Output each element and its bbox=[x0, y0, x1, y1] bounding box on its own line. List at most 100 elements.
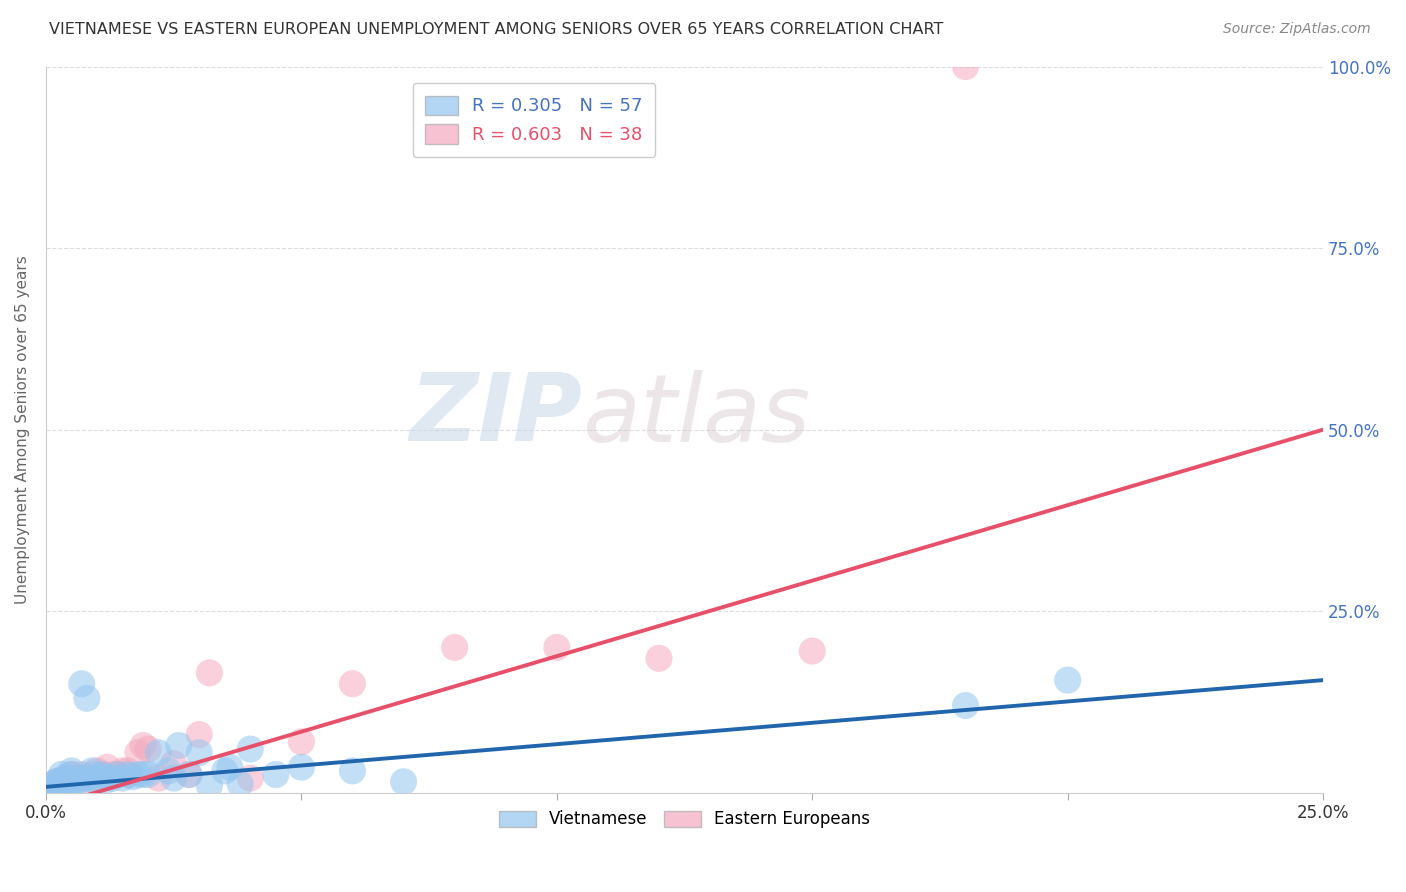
Point bbox=[55, 774, 77, 789]
Point bbox=[60, 767, 83, 781]
Point bbox=[546, 640, 568, 655]
Point bbox=[342, 764, 364, 778]
Point bbox=[39, 782, 62, 797]
Point bbox=[96, 770, 118, 784]
Point bbox=[45, 777, 67, 791]
Point bbox=[51, 780, 73, 794]
Point bbox=[45, 781, 67, 796]
Point bbox=[111, 771, 134, 785]
Point bbox=[55, 771, 77, 785]
Point bbox=[76, 691, 98, 706]
Point bbox=[55, 771, 77, 785]
Point bbox=[136, 742, 159, 756]
Point bbox=[86, 764, 108, 778]
Point bbox=[198, 778, 221, 792]
Text: ZIP: ZIP bbox=[409, 369, 582, 461]
Point bbox=[127, 746, 149, 760]
Point bbox=[45, 774, 67, 789]
Point bbox=[163, 756, 186, 771]
Point bbox=[55, 778, 77, 792]
Point bbox=[80, 764, 103, 778]
Point bbox=[117, 764, 139, 778]
Point bbox=[55, 777, 77, 791]
Point bbox=[39, 782, 62, 797]
Point bbox=[229, 777, 252, 791]
Point bbox=[955, 698, 977, 713]
Point bbox=[148, 746, 170, 760]
Point bbox=[91, 767, 114, 781]
Point bbox=[177, 767, 200, 781]
Point bbox=[157, 764, 180, 778]
Point bbox=[188, 728, 211, 742]
Point bbox=[801, 644, 824, 658]
Point bbox=[107, 767, 129, 781]
Point bbox=[45, 778, 67, 792]
Point bbox=[111, 764, 134, 778]
Point bbox=[80, 774, 103, 789]
Point bbox=[65, 774, 87, 789]
Point bbox=[167, 739, 190, 753]
Point bbox=[214, 764, 236, 778]
Point bbox=[1056, 673, 1078, 687]
Point bbox=[86, 771, 108, 785]
Point bbox=[101, 767, 124, 781]
Point bbox=[86, 774, 108, 789]
Point bbox=[96, 760, 118, 774]
Point bbox=[239, 771, 262, 785]
Point bbox=[136, 767, 159, 781]
Point bbox=[65, 771, 87, 785]
Point bbox=[51, 774, 73, 789]
Point bbox=[60, 777, 83, 791]
Point bbox=[45, 780, 67, 794]
Point bbox=[132, 739, 155, 753]
Point bbox=[51, 778, 73, 792]
Point bbox=[96, 772, 118, 787]
Text: VIETNAMESE VS EASTERN EUROPEAN UNEMPLOYMENT AMONG SENIORS OVER 65 YEARS CORRELAT: VIETNAMESE VS EASTERN EUROPEAN UNEMPLOYM… bbox=[49, 22, 943, 37]
Point bbox=[148, 771, 170, 785]
Point bbox=[45, 774, 67, 789]
Point bbox=[60, 767, 83, 781]
Point bbox=[60, 774, 83, 789]
Point bbox=[443, 640, 465, 655]
Point bbox=[239, 742, 262, 756]
Point bbox=[60, 764, 83, 778]
Point bbox=[188, 746, 211, 760]
Point bbox=[177, 767, 200, 781]
Point bbox=[955, 60, 977, 74]
Point bbox=[117, 767, 139, 781]
Point bbox=[91, 767, 114, 781]
Point bbox=[51, 778, 73, 792]
Point bbox=[117, 767, 139, 781]
Point bbox=[51, 772, 73, 787]
Point bbox=[107, 767, 129, 781]
Point bbox=[70, 767, 93, 781]
Legend: Vietnamese, Eastern Europeans: Vietnamese, Eastern Europeans bbox=[492, 804, 877, 835]
Point bbox=[127, 767, 149, 781]
Point bbox=[39, 778, 62, 792]
Point bbox=[65, 771, 87, 785]
Point bbox=[219, 760, 242, 774]
Point bbox=[51, 767, 73, 781]
Text: Source: ZipAtlas.com: Source: ZipAtlas.com bbox=[1223, 22, 1371, 37]
Point bbox=[76, 771, 98, 785]
Point bbox=[290, 735, 312, 749]
Point bbox=[648, 651, 671, 665]
Point bbox=[76, 771, 98, 785]
Point bbox=[198, 665, 221, 680]
Text: atlas: atlas bbox=[582, 369, 811, 460]
Point bbox=[60, 772, 83, 787]
Point bbox=[51, 776, 73, 790]
Point bbox=[392, 774, 415, 789]
Point bbox=[121, 770, 143, 784]
Point bbox=[342, 677, 364, 691]
Point bbox=[70, 677, 93, 691]
Point bbox=[101, 771, 124, 785]
Point bbox=[70, 772, 93, 787]
Point bbox=[163, 771, 186, 785]
Y-axis label: Unemployment Among Seniors over 65 years: Unemployment Among Seniors over 65 years bbox=[15, 255, 30, 604]
Point bbox=[39, 780, 62, 794]
Point bbox=[132, 767, 155, 781]
Point bbox=[80, 767, 103, 781]
Point bbox=[290, 760, 312, 774]
Point bbox=[39, 778, 62, 792]
